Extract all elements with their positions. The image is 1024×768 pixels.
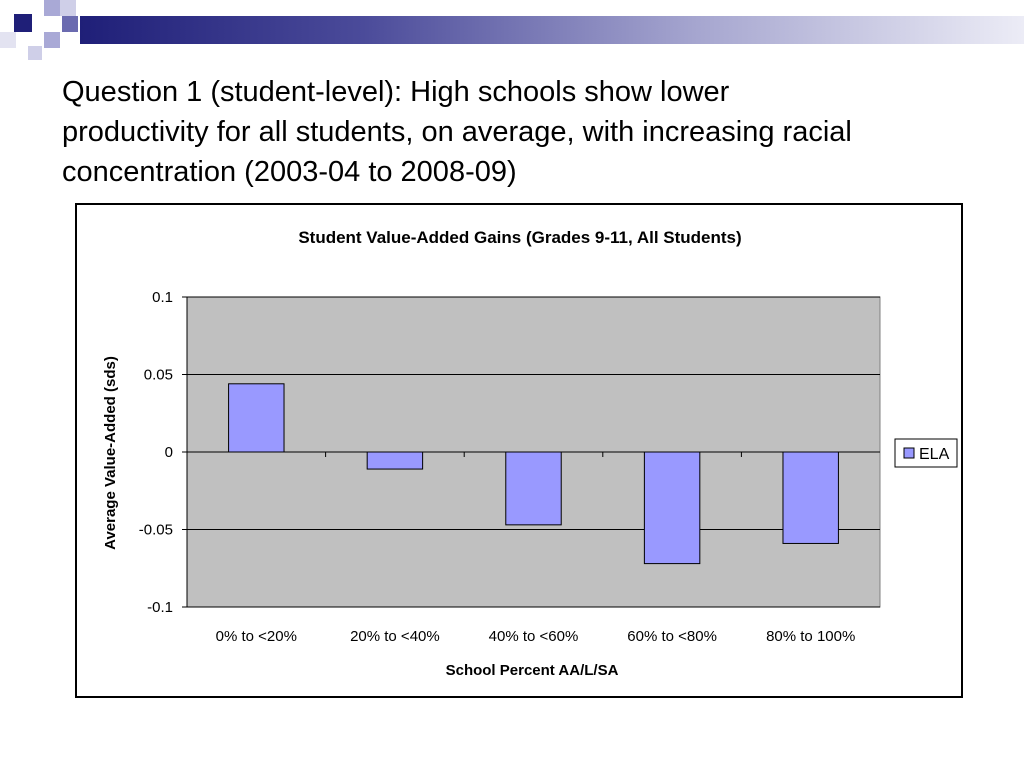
legend: ELA xyxy=(894,438,958,468)
bar-chart: Student Value-Added Gains (Grades 9-11, … xyxy=(102,228,958,679)
x-axis-label: School Percent AA/L/SA xyxy=(446,662,619,679)
chart-title: Student Value-Added Gains (Grades 9-11, … xyxy=(298,228,741,247)
chart-container: Student Value-Added Gains (Grades 9-11, … xyxy=(75,203,963,698)
deco-square-light xyxy=(44,32,60,48)
y-tick-labels: 0.1 0.05 0 -0.05 -0.1 xyxy=(139,289,173,616)
deco-square-light xyxy=(60,0,76,16)
deco-square-light xyxy=(28,46,42,60)
slide-title: Question 1 (student-level): High schools… xyxy=(62,76,852,188)
y-axis-label: Average Value-Added (sds) xyxy=(102,356,119,550)
bar xyxy=(228,383,285,453)
bar xyxy=(782,451,839,544)
x-tick-label: 20% to <40% xyxy=(350,628,440,645)
y-tick-label: 0 xyxy=(165,444,173,461)
deco-square-dark xyxy=(14,14,32,32)
bar xyxy=(505,451,562,526)
x-tick-labels: 0% to <20% 20% to <40% 40% to <60% 60% to <… xyxy=(216,628,856,645)
x-tick-label: 60% to <80% xyxy=(627,628,717,645)
y-tick-label: -0.1 xyxy=(147,599,173,616)
bar xyxy=(366,451,424,470)
y-tick-label: -0.05 xyxy=(139,522,173,539)
y-tick-label: 0.05 xyxy=(144,367,173,384)
bars xyxy=(228,383,839,565)
deco-square-pale xyxy=(0,32,16,48)
y-tick-label: 0.1 xyxy=(152,289,173,306)
x-tick-label: 0% to <20% xyxy=(216,628,297,645)
legend-swatch xyxy=(903,447,915,459)
x-tick-label: 40% to <60% xyxy=(489,628,579,645)
legend-label-ela: ELA xyxy=(919,446,950,463)
bar xyxy=(643,451,701,565)
deco-square-mid xyxy=(62,16,78,32)
header-gradient-bar xyxy=(80,16,1024,44)
deco-square-light xyxy=(44,0,60,16)
x-tick-label: 80% to 100% xyxy=(766,628,855,645)
